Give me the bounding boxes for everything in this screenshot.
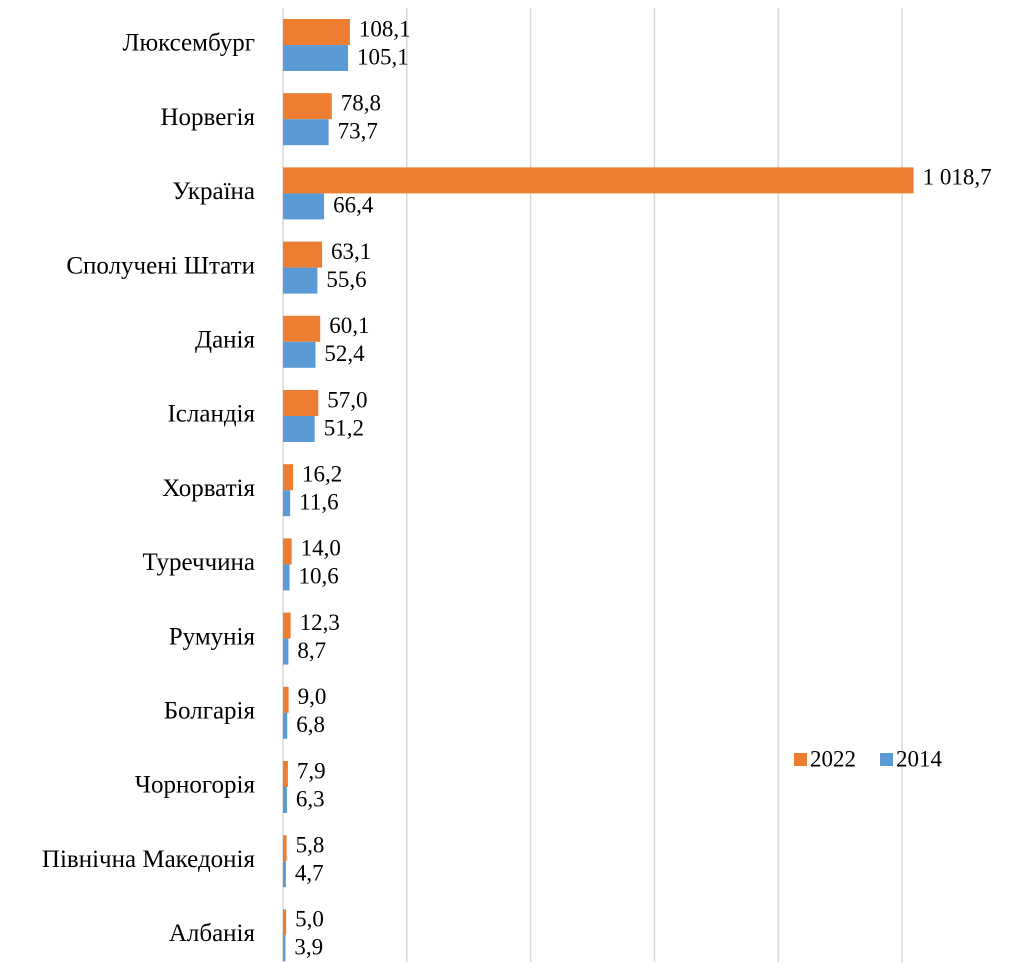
y-tick-label: Чорногорія bbox=[135, 772, 256, 799]
bar bbox=[283, 686, 289, 713]
legend-swatch bbox=[880, 753, 893, 766]
bar bbox=[283, 19, 350, 45]
data-label: 5,0 bbox=[295, 907, 324, 932]
legend-label: 2014 bbox=[896, 746, 943, 771]
bar bbox=[283, 935, 286, 962]
y-tick-label: Ісландія bbox=[167, 401, 255, 428]
bar bbox=[283, 712, 288, 739]
data-label: 63,1 bbox=[331, 239, 371, 264]
data-label: 52,4 bbox=[324, 341, 365, 366]
bar bbox=[283, 241, 323, 268]
y-tick-label: Хорватія bbox=[162, 475, 255, 502]
bar bbox=[283, 341, 316, 368]
data-label: 66,4 bbox=[333, 193, 374, 218]
y-tick-label: Північна Македонія bbox=[42, 846, 256, 873]
data-label: 55,6 bbox=[326, 267, 366, 292]
bar bbox=[283, 787, 287, 813]
data-label: 105,1 bbox=[357, 44, 409, 69]
bar bbox=[283, 315, 321, 342]
data-label: 1 018,7 bbox=[923, 165, 992, 190]
legend-label: 2022 bbox=[810, 746, 856, 771]
legend-swatch bbox=[794, 753, 807, 766]
y-tick-label: Люксембург bbox=[123, 30, 256, 57]
bar bbox=[283, 638, 289, 665]
bar bbox=[283, 464, 294, 491]
data-label: 78,8 bbox=[341, 90, 381, 115]
data-label: 5,8 bbox=[296, 832, 325, 857]
bar bbox=[283, 416, 315, 442]
data-label: 6,8 bbox=[296, 712, 325, 737]
bar bbox=[283, 612, 291, 639]
bar bbox=[283, 538, 292, 565]
bar bbox=[283, 909, 287, 936]
data-label: 57,0 bbox=[327, 387, 367, 412]
bar bbox=[283, 564, 290, 591]
y-tick-label: Румунія bbox=[169, 623, 256, 650]
bar bbox=[283, 167, 914, 194]
y-tick-label: Норвегія bbox=[160, 104, 255, 131]
data-label: 14,0 bbox=[301, 536, 341, 561]
data-label: 8,7 bbox=[297, 638, 326, 663]
data-label: 9,0 bbox=[298, 684, 327, 709]
bar bbox=[283, 490, 291, 517]
data-label: 11,6 bbox=[299, 489, 338, 514]
data-label: 6,3 bbox=[296, 786, 325, 811]
data-label: 51,2 bbox=[324, 415, 364, 440]
y-tick-label: Албанія bbox=[169, 920, 256, 947]
data-label: 73,7 bbox=[338, 118, 378, 143]
data-label: 108,1 bbox=[359, 16, 411, 41]
bar bbox=[283, 267, 318, 294]
data-label: 10,6 bbox=[299, 564, 339, 589]
bar bbox=[283, 835, 287, 862]
y-tick-label: Данія bbox=[195, 327, 255, 354]
data-label: 4,7 bbox=[295, 860, 324, 885]
bar bbox=[283, 93, 332, 120]
bar bbox=[283, 119, 329, 146]
y-tick-label: Сполучені Штати bbox=[66, 252, 255, 279]
y-tick-label: Болгарія bbox=[164, 698, 256, 725]
bar bbox=[283, 193, 325, 220]
data-label: 7,9 bbox=[297, 758, 326, 783]
data-label: 60,1 bbox=[329, 313, 369, 338]
y-tick-label: Україна bbox=[172, 178, 255, 205]
bar bbox=[283, 390, 319, 416]
data-label: 12,3 bbox=[300, 610, 340, 635]
bar bbox=[283, 761, 288, 787]
y-tick-label: Туреччина bbox=[143, 549, 256, 576]
bar bbox=[283, 45, 349, 71]
data-label: 3,9 bbox=[294, 935, 323, 960]
bar bbox=[283, 861, 286, 888]
data-label: 16,2 bbox=[302, 461, 342, 486]
